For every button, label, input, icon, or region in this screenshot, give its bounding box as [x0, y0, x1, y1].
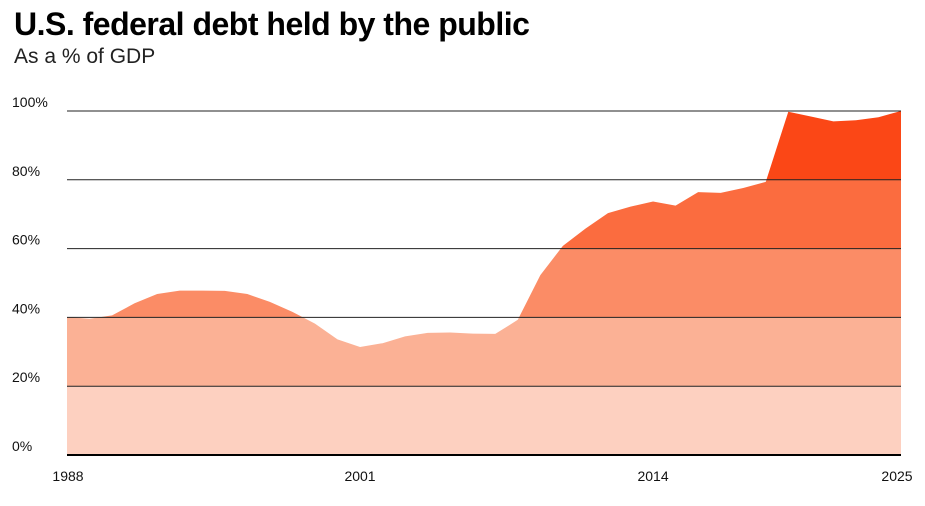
x-axis-ticks: 1988 2001 2014 2025 — [52, 468, 912, 484]
area-band-20-40 — [67, 317, 901, 387]
chart-subtitle: As a % of GDP — [14, 45, 156, 68]
area-band-80-100 — [67, 111, 901, 180]
y-tick-label: 20% — [12, 369, 40, 385]
chart-title: U.S. federal debt held by the public — [14, 6, 530, 42]
y-axis-ticks: 0% 20% 40% 60% 80% 100% — [12, 94, 48, 454]
y-tick-label: 0% — [12, 438, 32, 454]
x-tick-label: 2025 — [881, 468, 912, 484]
y-tick-label: 80% — [12, 163, 40, 179]
x-tick-label: 2014 — [637, 468, 668, 484]
x-tick-label: 1988 — [52, 468, 83, 484]
y-tick-label: 100% — [12, 94, 48, 110]
area-band-60-80 — [67, 179, 901, 249]
area-band-40-60 — [67, 248, 901, 318]
y-tick-label: 40% — [12, 300, 40, 316]
area-band-0-20 — [67, 386, 901, 455]
gridlines — [67, 110, 901, 387]
y-tick-label: 60% — [12, 232, 40, 248]
x-tick-label: 2001 — [344, 468, 375, 484]
area-bands — [67, 111, 901, 455]
